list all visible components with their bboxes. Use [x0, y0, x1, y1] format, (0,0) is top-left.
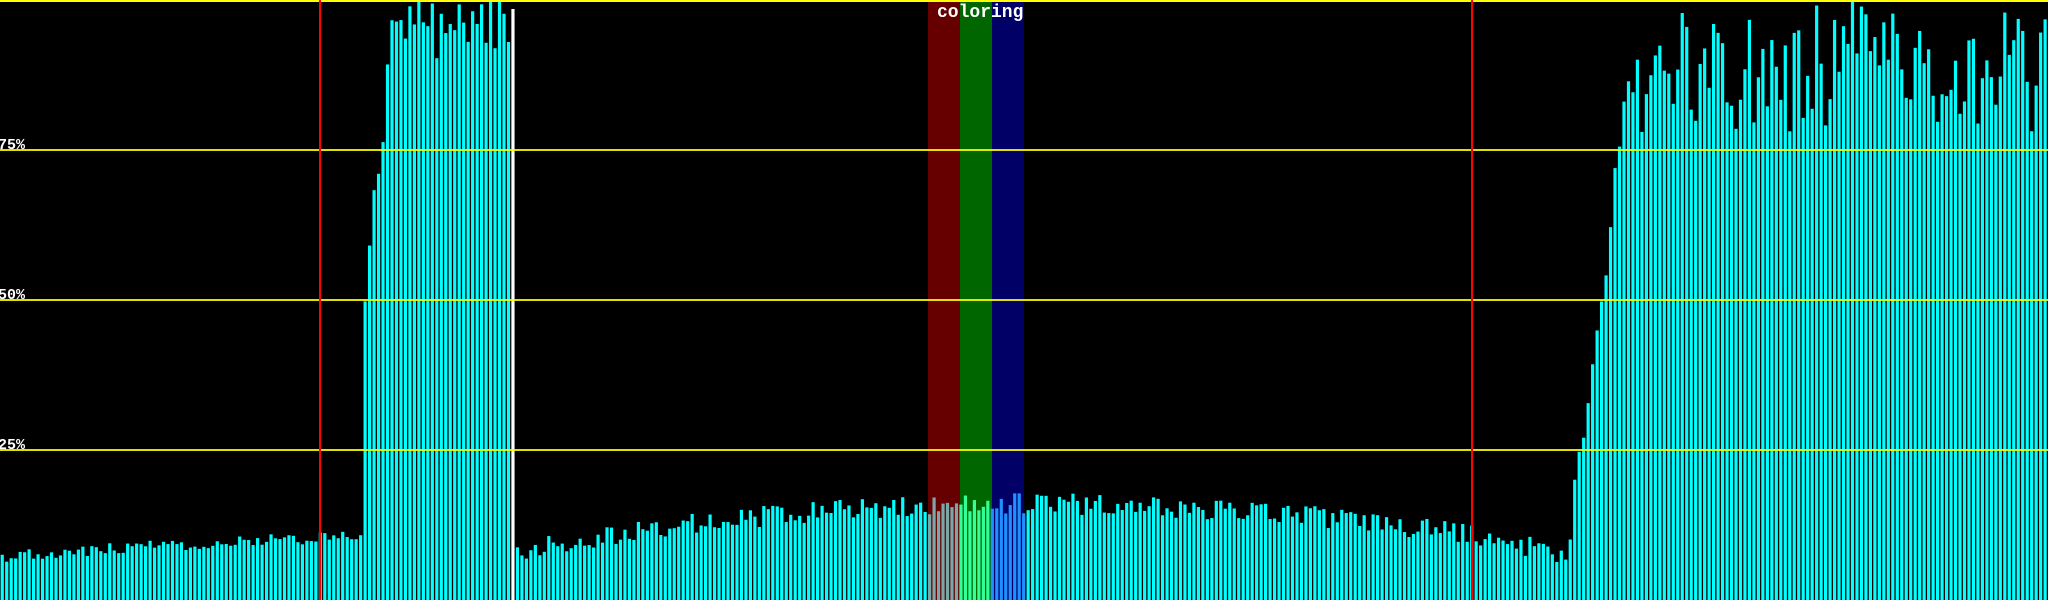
svg-text:75%: 75%	[0, 137, 26, 154]
svg-text:25%: 25%	[0, 437, 26, 454]
svg-text:50%: 50%	[0, 287, 26, 304]
svg-text:coloring: coloring	[937, 3, 1023, 23]
